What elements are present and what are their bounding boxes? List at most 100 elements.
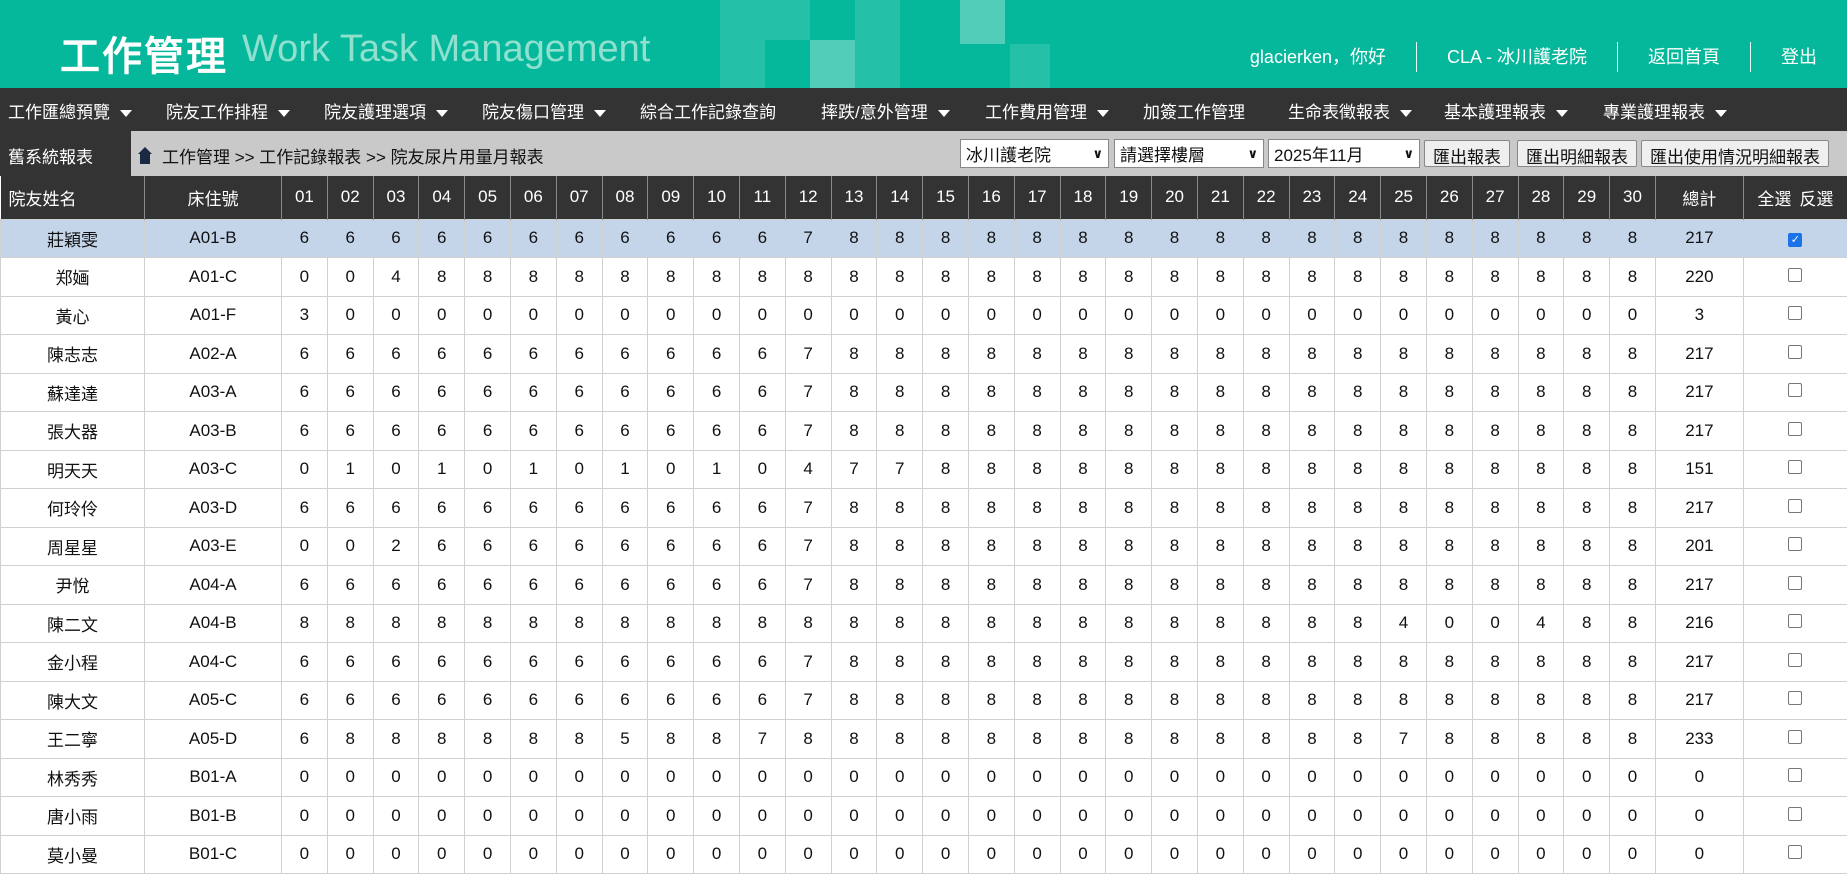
row-checkbox[interactable] (1788, 460, 1802, 474)
row-checkbox[interactable] (1788, 576, 1802, 590)
row-checkbox[interactable] (1788, 807, 1802, 821)
day-count: 8 (877, 681, 923, 720)
day-count: 8 (1197, 450, 1243, 489)
nav-item[interactable]: 基本護理報表 (1444, 98, 1568, 123)
day-count: 0 (1014, 835, 1060, 874)
row-checkbox[interactable] (1788, 845, 1802, 859)
nav-item[interactable]: 綜合工作記錄查詢 (640, 98, 776, 123)
day-count: 6 (694, 681, 740, 720)
row-checkbox[interactable] (1788, 653, 1802, 667)
row-select-cell (1743, 681, 1847, 720)
nav-item-label: 生命表徵報表 (1288, 103, 1390, 122)
day-count: 0 (1152, 758, 1198, 797)
nav-item[interactable]: 工作費用管理 (985, 98, 1109, 123)
nav-item[interactable]: 生命表徵報表 (1288, 98, 1412, 123)
day-count: 8 (419, 604, 465, 643)
row-checkbox[interactable] (1788, 499, 1802, 513)
logout-link[interactable]: 登出 (1750, 42, 1847, 72)
resident-name: 張大器 (1, 412, 145, 451)
day-count: 0 (968, 758, 1014, 797)
nav-item[interactable]: 院友工作排程 (166, 98, 290, 123)
nav-item[interactable]: 院友護理選項 (324, 98, 448, 123)
day-count: 6 (510, 566, 556, 605)
row-total: 220 (1655, 258, 1743, 297)
nav-item[interactable]: 工作匯總預覽 (8, 98, 132, 123)
day-count: 6 (739, 335, 785, 374)
nav-item[interactable]: 院友傷口管理 (482, 98, 606, 123)
row-checkbox[interactable] (1788, 768, 1802, 782)
col-header-day: 07 (556, 176, 602, 219)
day-count: 0 (602, 758, 648, 797)
select-all-link[interactable]: 全選 (1757, 190, 1791, 209)
day-count: 0 (1014, 758, 1060, 797)
day-count: 7 (831, 450, 877, 489)
row-select-cell (1743, 643, 1847, 682)
day-count: 0 (1381, 797, 1427, 836)
month-select[interactable]: 2025年11月∨ (1268, 139, 1420, 168)
nav-item[interactable]: 專業護理報表 (1603, 98, 1727, 123)
day-count: 8 (1610, 373, 1656, 412)
nav-item-label: 院友護理選項 (324, 103, 426, 122)
day-count: 8 (1426, 720, 1472, 759)
row-checkbox[interactable] (1788, 614, 1802, 628)
caret-down-icon (1715, 110, 1727, 117)
floor-select[interactable]: 請選擇樓層∨ (1114, 139, 1264, 168)
day-count: 0 (1610, 797, 1656, 836)
row-checkbox[interactable]: ✓ (1788, 233, 1802, 247)
day-count: 8 (1289, 373, 1335, 412)
row-total: 0 (1655, 797, 1743, 836)
nav-item[interactable]: 摔跌/意外管理 (821, 98, 950, 123)
row-checkbox[interactable] (1788, 345, 1802, 359)
row-checkbox[interactable] (1788, 730, 1802, 744)
home-icon[interactable] (138, 147, 152, 165)
day-count: 8 (465, 720, 511, 759)
row-checkbox[interactable] (1788, 268, 1802, 282)
export-detail-button[interactable]: 匯出明細報表 (1517, 140, 1637, 167)
day-count: 8 (877, 335, 923, 374)
home-link[interactable]: 返回首頁 (1617, 42, 1750, 72)
day-count: 6 (694, 373, 740, 412)
day-count: 0 (419, 797, 465, 836)
facility-select[interactable]: 冰川護老院∨ (960, 139, 1109, 168)
day-count: 8 (1610, 681, 1656, 720)
invert-selection-link[interactable]: 反選 (1799, 190, 1833, 209)
facility-link[interactable]: CLA - 冰川護老院 (1416, 42, 1617, 72)
export-usage-button[interactable]: 匯出使用情況明細報表 (1641, 140, 1829, 167)
day-count: 8 (1152, 450, 1198, 489)
row-checkbox[interactable] (1788, 422, 1802, 436)
day-count: 0 (694, 797, 740, 836)
day-count: 6 (465, 527, 511, 566)
day-count: 8 (510, 604, 556, 643)
day-count: 0 (1335, 835, 1381, 874)
row-checkbox[interactable] (1788, 306, 1802, 320)
old-system-reports[interactable]: 舊系統報表 (0, 131, 131, 176)
row-checkbox[interactable] (1788, 691, 1802, 705)
export-button[interactable]: 匯出報表 (1424, 140, 1510, 167)
row-checkbox[interactable] (1788, 383, 1802, 397)
day-count: 6 (282, 643, 328, 682)
row-checkbox[interactable] (1788, 537, 1802, 551)
nav-item[interactable]: 加簽工作管理 (1143, 98, 1245, 123)
resident-name: 尹悅 (1, 566, 145, 605)
day-count: 8 (1106, 450, 1152, 489)
day-count: 0 (282, 797, 328, 836)
day-count: 6 (327, 566, 373, 605)
day-count: 6 (556, 335, 602, 374)
